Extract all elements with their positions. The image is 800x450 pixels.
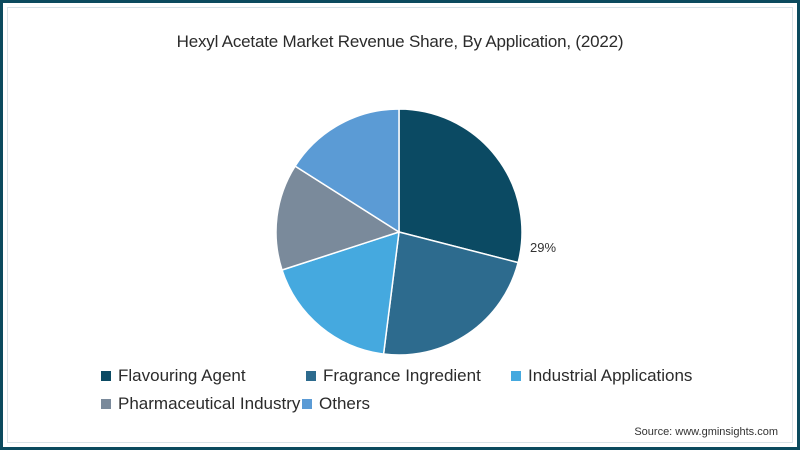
legend-label: Others bbox=[319, 394, 371, 413]
legend-swatch bbox=[101, 371, 111, 381]
chart-inner-border bbox=[7, 7, 793, 443]
source-note: Source: www.gminsights.com bbox=[634, 426, 778, 438]
legend-item-flavouring-agent: Flavouring Agent bbox=[101, 366, 246, 386]
data-label-flavouring-agent: 29% bbox=[530, 240, 556, 255]
legend-item-fragrance-ingredient: Fragrance Ingredient bbox=[306, 366, 481, 386]
pie-slice-fragrance-ingredient bbox=[382, 231, 520, 356]
pie-slice-others bbox=[294, 108, 400, 234]
pie-slices bbox=[275, 108, 523, 356]
pie-slice-industrial-applications bbox=[281, 230, 400, 355]
legend-label: Flavouring Agent bbox=[118, 366, 246, 385]
chart-title: Hexyl Acetate Market Revenue Share, By A… bbox=[176, 32, 624, 51]
pie-slice-pharmaceutical-industry bbox=[275, 165, 401, 271]
legend-swatch bbox=[101, 399, 111, 409]
legend-swatch bbox=[306, 371, 316, 381]
legend-label: Pharmaceutical Industry bbox=[118, 394, 301, 413]
legend-swatch bbox=[511, 371, 521, 381]
legend-label: Fragrance Ingredient bbox=[323, 366, 481, 385]
legend-item-others: Others bbox=[302, 394, 370, 414]
pie-slice-flavouring-agent bbox=[398, 108, 523, 264]
legend-item-pharmaceutical-industry: Pharmaceutical Industry bbox=[101, 394, 300, 414]
legend-label: Industrial Applications bbox=[528, 366, 693, 385]
legend-swatch bbox=[302, 399, 312, 409]
legend-item-industrial-applications: Industrial Applications bbox=[511, 366, 692, 386]
